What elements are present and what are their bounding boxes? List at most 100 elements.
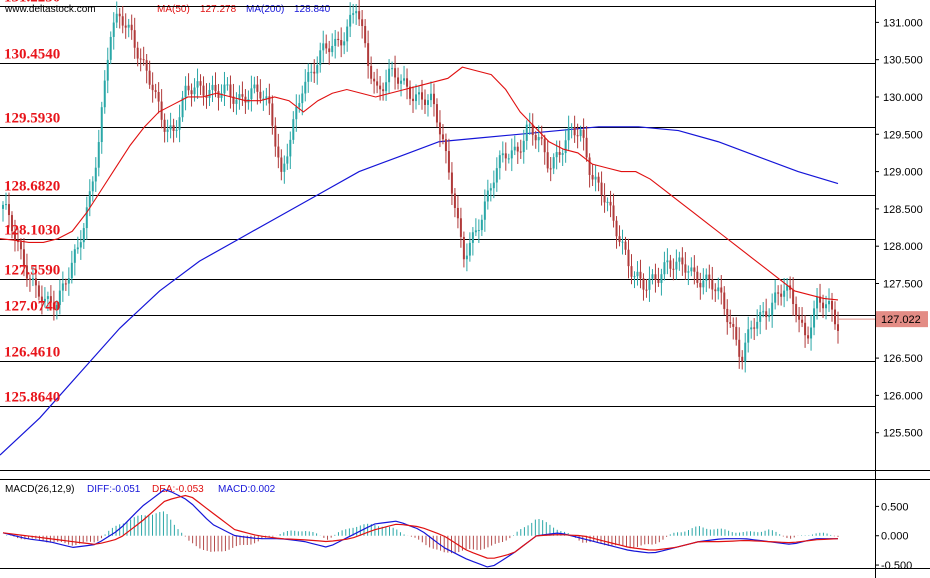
- candle-body: [831, 300, 834, 310]
- candle-body: [606, 201, 609, 203]
- candle-body: [630, 266, 633, 277]
- candle-body: [591, 174, 594, 180]
- candle-body: [349, 14, 352, 27]
- candle-body: [510, 150, 513, 159]
- candle-body: [307, 72, 310, 82]
- candle-body: [103, 80, 106, 108]
- candle-body: [828, 300, 831, 305]
- price-axis-tick-label: 129.000: [883, 167, 923, 179]
- candle-body: [477, 230, 480, 232]
- candle-body: [753, 327, 756, 329]
- candle-body: [573, 127, 576, 136]
- candle-body: [154, 90, 157, 92]
- candle-body: [813, 308, 816, 328]
- candle-body: [750, 327, 753, 330]
- candle-body: [546, 152, 549, 169]
- candle-body: [88, 191, 91, 208]
- candle-body: [343, 41, 346, 46]
- candle-body: [286, 156, 289, 164]
- candle-body: [441, 134, 444, 140]
- candle-body: [226, 84, 229, 86]
- candle-body: [471, 232, 474, 243]
- macd-label: MACD(26,12,9): [5, 484, 74, 495]
- candle-body: [274, 125, 277, 147]
- candle-body: [639, 271, 642, 279]
- candle-body: [756, 321, 759, 329]
- candle-body: [133, 30, 136, 48]
- candle-body: [22, 249, 25, 266]
- ma50-label: MA(50): [157, 4, 190, 15]
- candle-body: [115, 13, 118, 23]
- candle-body: [391, 68, 394, 70]
- candle-body: [795, 304, 798, 316]
- candle-body: [609, 201, 612, 206]
- candle-body: [690, 267, 693, 272]
- candle-body: [540, 137, 543, 139]
- candle-body: [432, 93, 435, 105]
- candle-body: [555, 152, 558, 158]
- candle-body: [175, 129, 178, 131]
- candle-body: [423, 99, 426, 105]
- candle-body: [19, 242, 22, 250]
- candle-body: [534, 135, 537, 141]
- macd-axis-tick-label: 0.000: [881, 531, 909, 543]
- level-label: 125.8640: [4, 390, 60, 406]
- candle-body: [202, 85, 205, 96]
- candle-body: [600, 182, 603, 196]
- candle-body: [238, 94, 241, 100]
- candle-body: [151, 84, 154, 91]
- candle-body: [211, 84, 214, 90]
- candle-body: [720, 287, 723, 293]
- candle-body: [55, 304, 58, 310]
- candle-body: [124, 25, 127, 28]
- candle-body: [298, 103, 301, 107]
- candle-body: [181, 97, 184, 118]
- candle-body: [738, 339, 741, 357]
- candle-body: [169, 125, 172, 130]
- candle-body: [121, 16, 124, 26]
- level-label: 128.6820: [4, 179, 60, 195]
- candle-body: [783, 290, 786, 297]
- candle-body: [777, 292, 780, 294]
- last-price-tag-text: 127.022: [881, 314, 921, 326]
- candle-body: [762, 311, 765, 313]
- candle-body: [304, 81, 307, 94]
- support-resistance-levels: [0, 6, 875, 407]
- candle-body: [292, 119, 295, 140]
- candle-body: [732, 323, 735, 327]
- candle-body: [229, 84, 232, 97]
- candle-body: [588, 157, 591, 175]
- candle-body: [265, 96, 268, 99]
- candle-body: [486, 190, 489, 202]
- candle-body: [322, 43, 325, 51]
- ma50-series: [0, 66, 839, 301]
- candle-body: [76, 247, 79, 250]
- candle-body: [444, 139, 447, 152]
- candle-body: [352, 13, 355, 15]
- candle-body: [594, 176, 597, 180]
- candle-body: [217, 91, 220, 98]
- candle-body: [459, 218, 462, 237]
- candle-body: [480, 219, 483, 231]
- candle-body: [223, 84, 226, 94]
- candle-body: [46, 296, 49, 299]
- candle-body: [61, 283, 64, 291]
- candle-body: [585, 137, 588, 158]
- candle-body: [612, 205, 615, 221]
- candle-body: [462, 236, 465, 260]
- macd-dea-label: DEA:-0.053: [152, 484, 204, 495]
- candle-body: [507, 158, 510, 160]
- candle-body: [771, 302, 774, 316]
- site-watermark: www.deltastock.com: [4, 4, 96, 15]
- candle-body: [804, 322, 807, 336]
- candle-body: [681, 257, 684, 265]
- candle-body: [313, 71, 316, 74]
- price-axis-tick-label: 128.000: [883, 241, 923, 253]
- candle-body: [456, 207, 459, 219]
- candle-body: [277, 146, 280, 158]
- last-price-tag-bg: [876, 311, 928, 328]
- price-axis-tick-label: 127.500: [883, 278, 923, 290]
- candle-body: [447, 151, 450, 173]
- macd-axis: 0.500 0.000 -0.500: [875, 501, 912, 572]
- candle-body: [615, 220, 618, 237]
